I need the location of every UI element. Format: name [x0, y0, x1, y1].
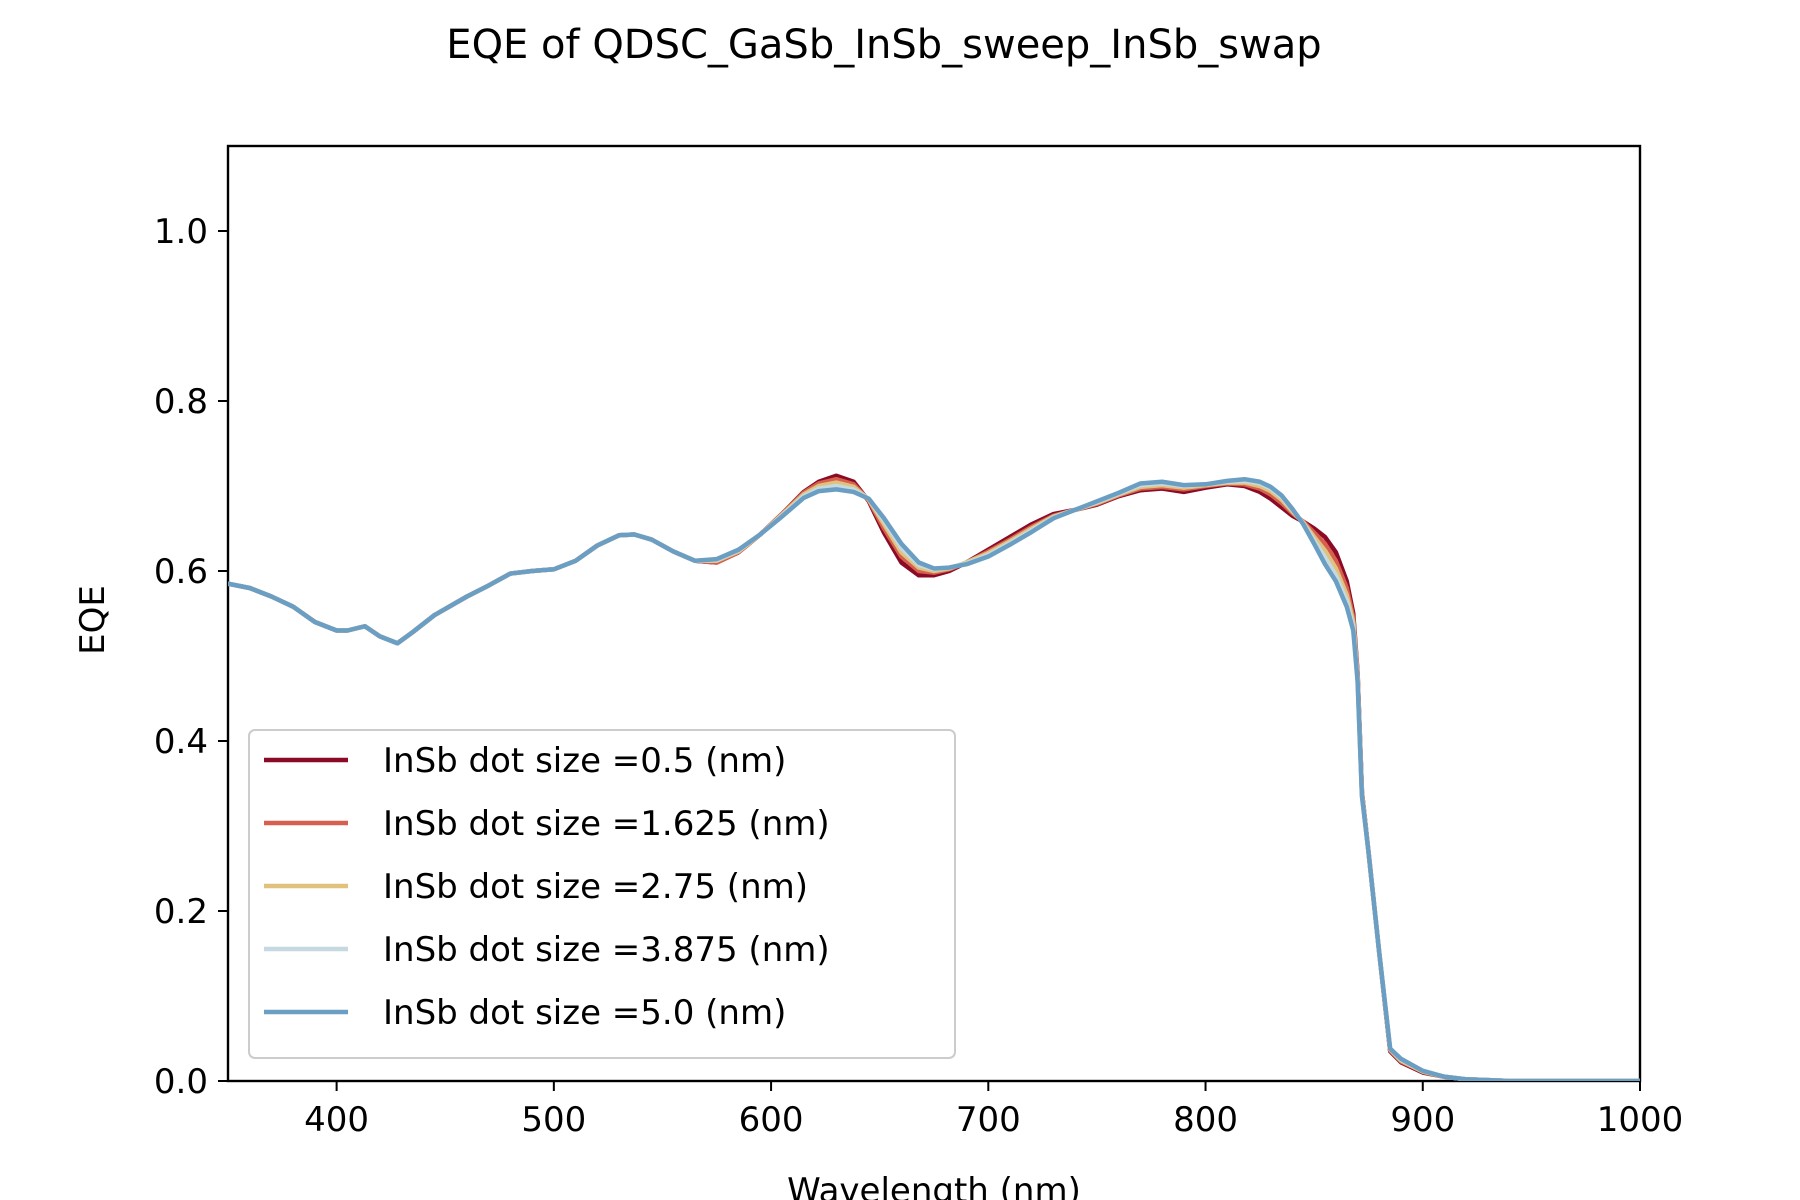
y-tick-label: 1.0	[154, 212, 208, 252]
series-line-5	[228, 476, 1640, 1081]
plot-area: 400 500 600 700 800 900 1000 0.0 0.2 0.4 0.6 0.8 1.…	[154, 144, 1683, 1140]
chart-title: EQE of QDSC_GaSb_InSb_sweep_InSb_swap	[446, 22, 1321, 68]
legend-label-1: InSb dot size =0.5 (nm)	[383, 741, 786, 781]
y-axis-label: EQE	[73, 585, 113, 655]
y-tick-label: 0.0	[154, 1062, 208, 1102]
legend-box	[248, 729, 956, 1059]
x-tick-label: 600	[739, 1100, 804, 1140]
x-tick-label: 900	[1390, 1100, 1455, 1140]
legend-label-2: InSb dot size =1.625 (nm)	[383, 804, 830, 844]
x-tick-label: 400	[304, 1100, 369, 1140]
legend-items: InSb dot size =0.5 (nm) InSb dot size =1.…	[264, 741, 830, 1033]
legend-label-5: InSb dot size =5.0 (nm)	[383, 993, 786, 1033]
x-tick-label: 700	[956, 1100, 1021, 1140]
x-axis-label: Wavelength (nm)	[787, 1171, 1081, 1200]
x-tick-label: 800	[1173, 1100, 1238, 1140]
x-axis-ticks: 400 500 600 700 800 900 1000	[304, 1081, 1683, 1140]
x-tick-label: 1000	[1597, 1100, 1684, 1140]
y-tick-label: 0.8	[154, 382, 208, 422]
x-tick-label: 500	[521, 1100, 586, 1140]
y-tick-label: 0.2	[154, 892, 208, 932]
series-layer	[228, 473, 1640, 1081]
legend-label-4: InSb dot size =3.875 (nm)	[383, 930, 830, 970]
y-tick-label: 0.4	[154, 722, 208, 762]
legend: InSb dot size =0.5 (nm) InSb dot size =1.…	[248, 729, 956, 1059]
y-tick-label: 0.6	[154, 552, 208, 592]
plot-frame	[226, 144, 1642, 1083]
y-axis-ticks: 0.0 0.2 0.4 0.6 0.8 1.0	[154, 212, 228, 1102]
legend-label-3: InSb dot size =2.75 (nm)	[383, 867, 808, 907]
